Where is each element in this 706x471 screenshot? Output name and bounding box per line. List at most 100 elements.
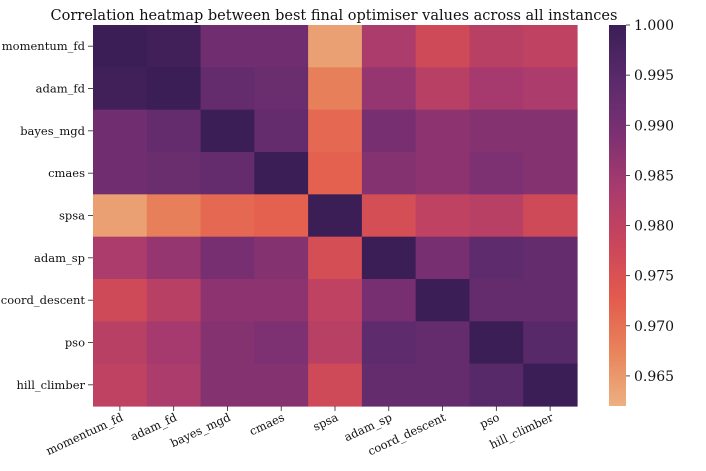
heatmap-cell-cmaes-hill_climber: [523, 152, 578, 195]
row-label-pso: pso: [65, 336, 85, 350]
colorbar-tick-label: 0.975: [634, 269, 674, 285]
heatmap-cell-pso-adam_fd: [146, 321, 202, 365]
heatmap-cell-hill_climber-coord_descent: [415, 363, 471, 407]
heatmap-cell-pso-pso: [469, 321, 524, 365]
heatmap-cell-spsa-coord_descent: [415, 194, 471, 238]
col-label-bayes_mgd: bayes_mgd: [168, 410, 233, 450]
colorbar-tick-label: 0.985: [634, 168, 674, 184]
heatmap-cell-spsa-adam_fd: [146, 194, 202, 238]
heatmap-cell-momentum_fd-momentum_fd: [93, 25, 148, 68]
heatmap-cell-cmaes-spsa: [308, 152, 363, 195]
heatmap-cell-spsa-bayes_mgd: [200, 194, 255, 238]
heatmap-cell-momentum_fd-adam_sp: [361, 25, 417, 68]
heatmap-cell-pso-cmaes: [254, 321, 309, 365]
colorbar-tick-label: 0.965: [634, 369, 674, 385]
heatmap-cell-adam_fd-hill_climber: [523, 67, 578, 111]
heatmap-cell-momentum_fd-cmaes: [254, 25, 309, 68]
heatmap-cell-hill_climber-hill_climber: [523, 363, 578, 407]
row-label-momentum_fd: momentum_fd: [2, 39, 86, 53]
row-label-adam_fd: adam_fd: [36, 82, 86, 96]
heatmap-cell-adam_sp-coord_descent: [415, 236, 471, 280]
heatmap-cell-bayes_mgd-pso: [469, 109, 524, 153]
heatmap-cell-spsa-spsa: [308, 194, 363, 238]
heatmap-cell-adam_sp-pso: [469, 236, 524, 280]
heatmap-cell-pso-spsa: [308, 321, 363, 365]
colorbar-tick-label: 0.995: [634, 68, 674, 84]
heatmap-cell-coord_descent-cmaes: [254, 279, 309, 322]
colorbar: 1.000 0.995 0.990 0.985 0.980 0.975 0.970 0.965: [609, 18, 674, 406]
heatmap-cell-momentum_fd-hill_climber: [523, 25, 578, 68]
heatmap-cell-momentum_fd-bayes_mgd: [200, 25, 255, 68]
heatmap-cell-adam_fd-pso: [469, 67, 524, 111]
heatmap-cell-adam_sp-adam_sp: [361, 236, 417, 280]
heatmap-cell-hill_climber-pso: [469, 363, 524, 407]
heatmap-cell-pso-bayes_mgd: [200, 321, 255, 365]
heatmap-cell-coord_descent-pso: [469, 279, 524, 322]
heatmap-cell-coord_descent-spsa: [308, 279, 363, 322]
heatmap-cell-pso-adam_sp: [361, 321, 417, 365]
colorbar-tick-label: 0.990: [634, 118, 674, 134]
heatmap-cell-adam_sp-cmaes: [254, 236, 309, 280]
heatmap-cell-pso-momentum_fd: [93, 321, 148, 365]
heatmap-cell-pso-coord_descent: [415, 321, 471, 365]
heatmap-cell-spsa-pso: [469, 194, 524, 238]
heatmap-cell-adam_fd-coord_descent: [415, 67, 471, 111]
heatmap-cell-hill_climber-cmaes: [254, 363, 309, 407]
heatmap-cell-adam_sp-hill_climber: [523, 236, 578, 280]
heatmap-cell-coord_descent-adam_sp: [361, 279, 417, 322]
col-label-momentum_fd: momentum_fd: [44, 410, 126, 458]
row-label-cmaes: cmaes: [48, 166, 85, 180]
colorbar-tick-label: 1.000: [634, 18, 674, 34]
heatmap-cell-adam_fd-cmaes: [254, 67, 309, 111]
heatmap-cell-momentum_fd-pso: [469, 25, 524, 68]
heatmap-cell-bayes_mgd-bayes_mgd: [200, 109, 255, 153]
heatmap-cell-adam_sp-adam_fd: [146, 236, 202, 280]
heatmap-cell-adam_sp-bayes_mgd: [200, 236, 255, 280]
heatmap-cell-cmaes-pso: [469, 152, 524, 195]
heatmap-cell-coord_descent-bayes_mgd: [200, 279, 255, 322]
heatmap-cell-adam_fd-spsa: [308, 67, 363, 111]
heatmap-cell-bayes_mgd-adam_sp: [361, 109, 417, 153]
heatmap-cell-cmaes-adam_sp: [361, 152, 417, 195]
heatmap-cell-momentum_fd-spsa: [308, 25, 363, 68]
heatmap-cell-bayes_mgd-momentum_fd: [93, 109, 148, 153]
heatmap-cell-bayes_mgd-adam_fd: [146, 109, 202, 153]
heatmap-cell-adam_fd-adam_fd: [146, 67, 202, 111]
heatmap-cell-momentum_fd-coord_descent: [415, 25, 471, 68]
heatmap-cell-spsa-momentum_fd: [93, 194, 148, 238]
row-label-coord_descent: coord_descent: [1, 293, 86, 307]
heatmap-cell-coord_descent-adam_fd: [146, 279, 202, 322]
heatmap-cell-momentum_fd-adam_fd: [146, 25, 202, 68]
heatmap-cell-bayes_mgd-cmaes: [254, 109, 309, 153]
heatmap-cell-coord_descent-hill_climber: [523, 279, 578, 322]
heatmap-cell-hill_climber-momentum_fd: [93, 363, 148, 407]
heatmap-cell-hill_climber-spsa: [308, 363, 363, 407]
heatmap-cell-bayes_mgd-spsa: [308, 109, 363, 153]
heatmap-cell-cmaes-adam_fd: [146, 152, 202, 195]
heatmap-cell-adam_fd-momentum_fd: [93, 67, 148, 111]
heatmap-cell-coord_descent-coord_descent: [415, 279, 471, 322]
heatmap-cell-cmaes-momentum_fd: [93, 152, 148, 195]
row-label-adam_sp: adam_sp: [34, 251, 85, 265]
col-label-spsa: spsa: [311, 410, 341, 434]
col-label-pso: pso: [477, 410, 501, 431]
heatmap-cell-spsa-cmaes: [254, 194, 309, 238]
chart-title: Correlation heatmap between best final o…: [51, 8, 618, 24]
heatmap-cell-cmaes-cmaes: [254, 152, 309, 195]
heatmap-cell-cmaes-coord_descent: [415, 152, 471, 195]
heatmap-cell-bayes_mgd-coord_descent: [415, 109, 471, 153]
heatmap-cell-coord_descent-momentum_fd: [93, 279, 148, 322]
heatmap-cell-hill_climber-adam_sp: [361, 363, 417, 407]
heatmap-cell-adam_sp-momentum_fd: [93, 236, 148, 280]
col-label-cmaes: cmaes: [247, 410, 286, 438]
heatmap-cell-hill_climber-bayes_mgd: [200, 363, 255, 407]
colorbar-gradient: [609, 25, 626, 406]
heatmap-cell-hill_climber-adam_fd: [146, 363, 202, 407]
heatmap-cell-adam_fd-bayes_mgd: [200, 67, 255, 111]
row-label-hill_climber: hill_climber: [16, 378, 85, 392]
colorbar-tick-label: 0.980: [634, 219, 674, 235]
colorbar-tick-label: 0.970: [634, 319, 674, 335]
